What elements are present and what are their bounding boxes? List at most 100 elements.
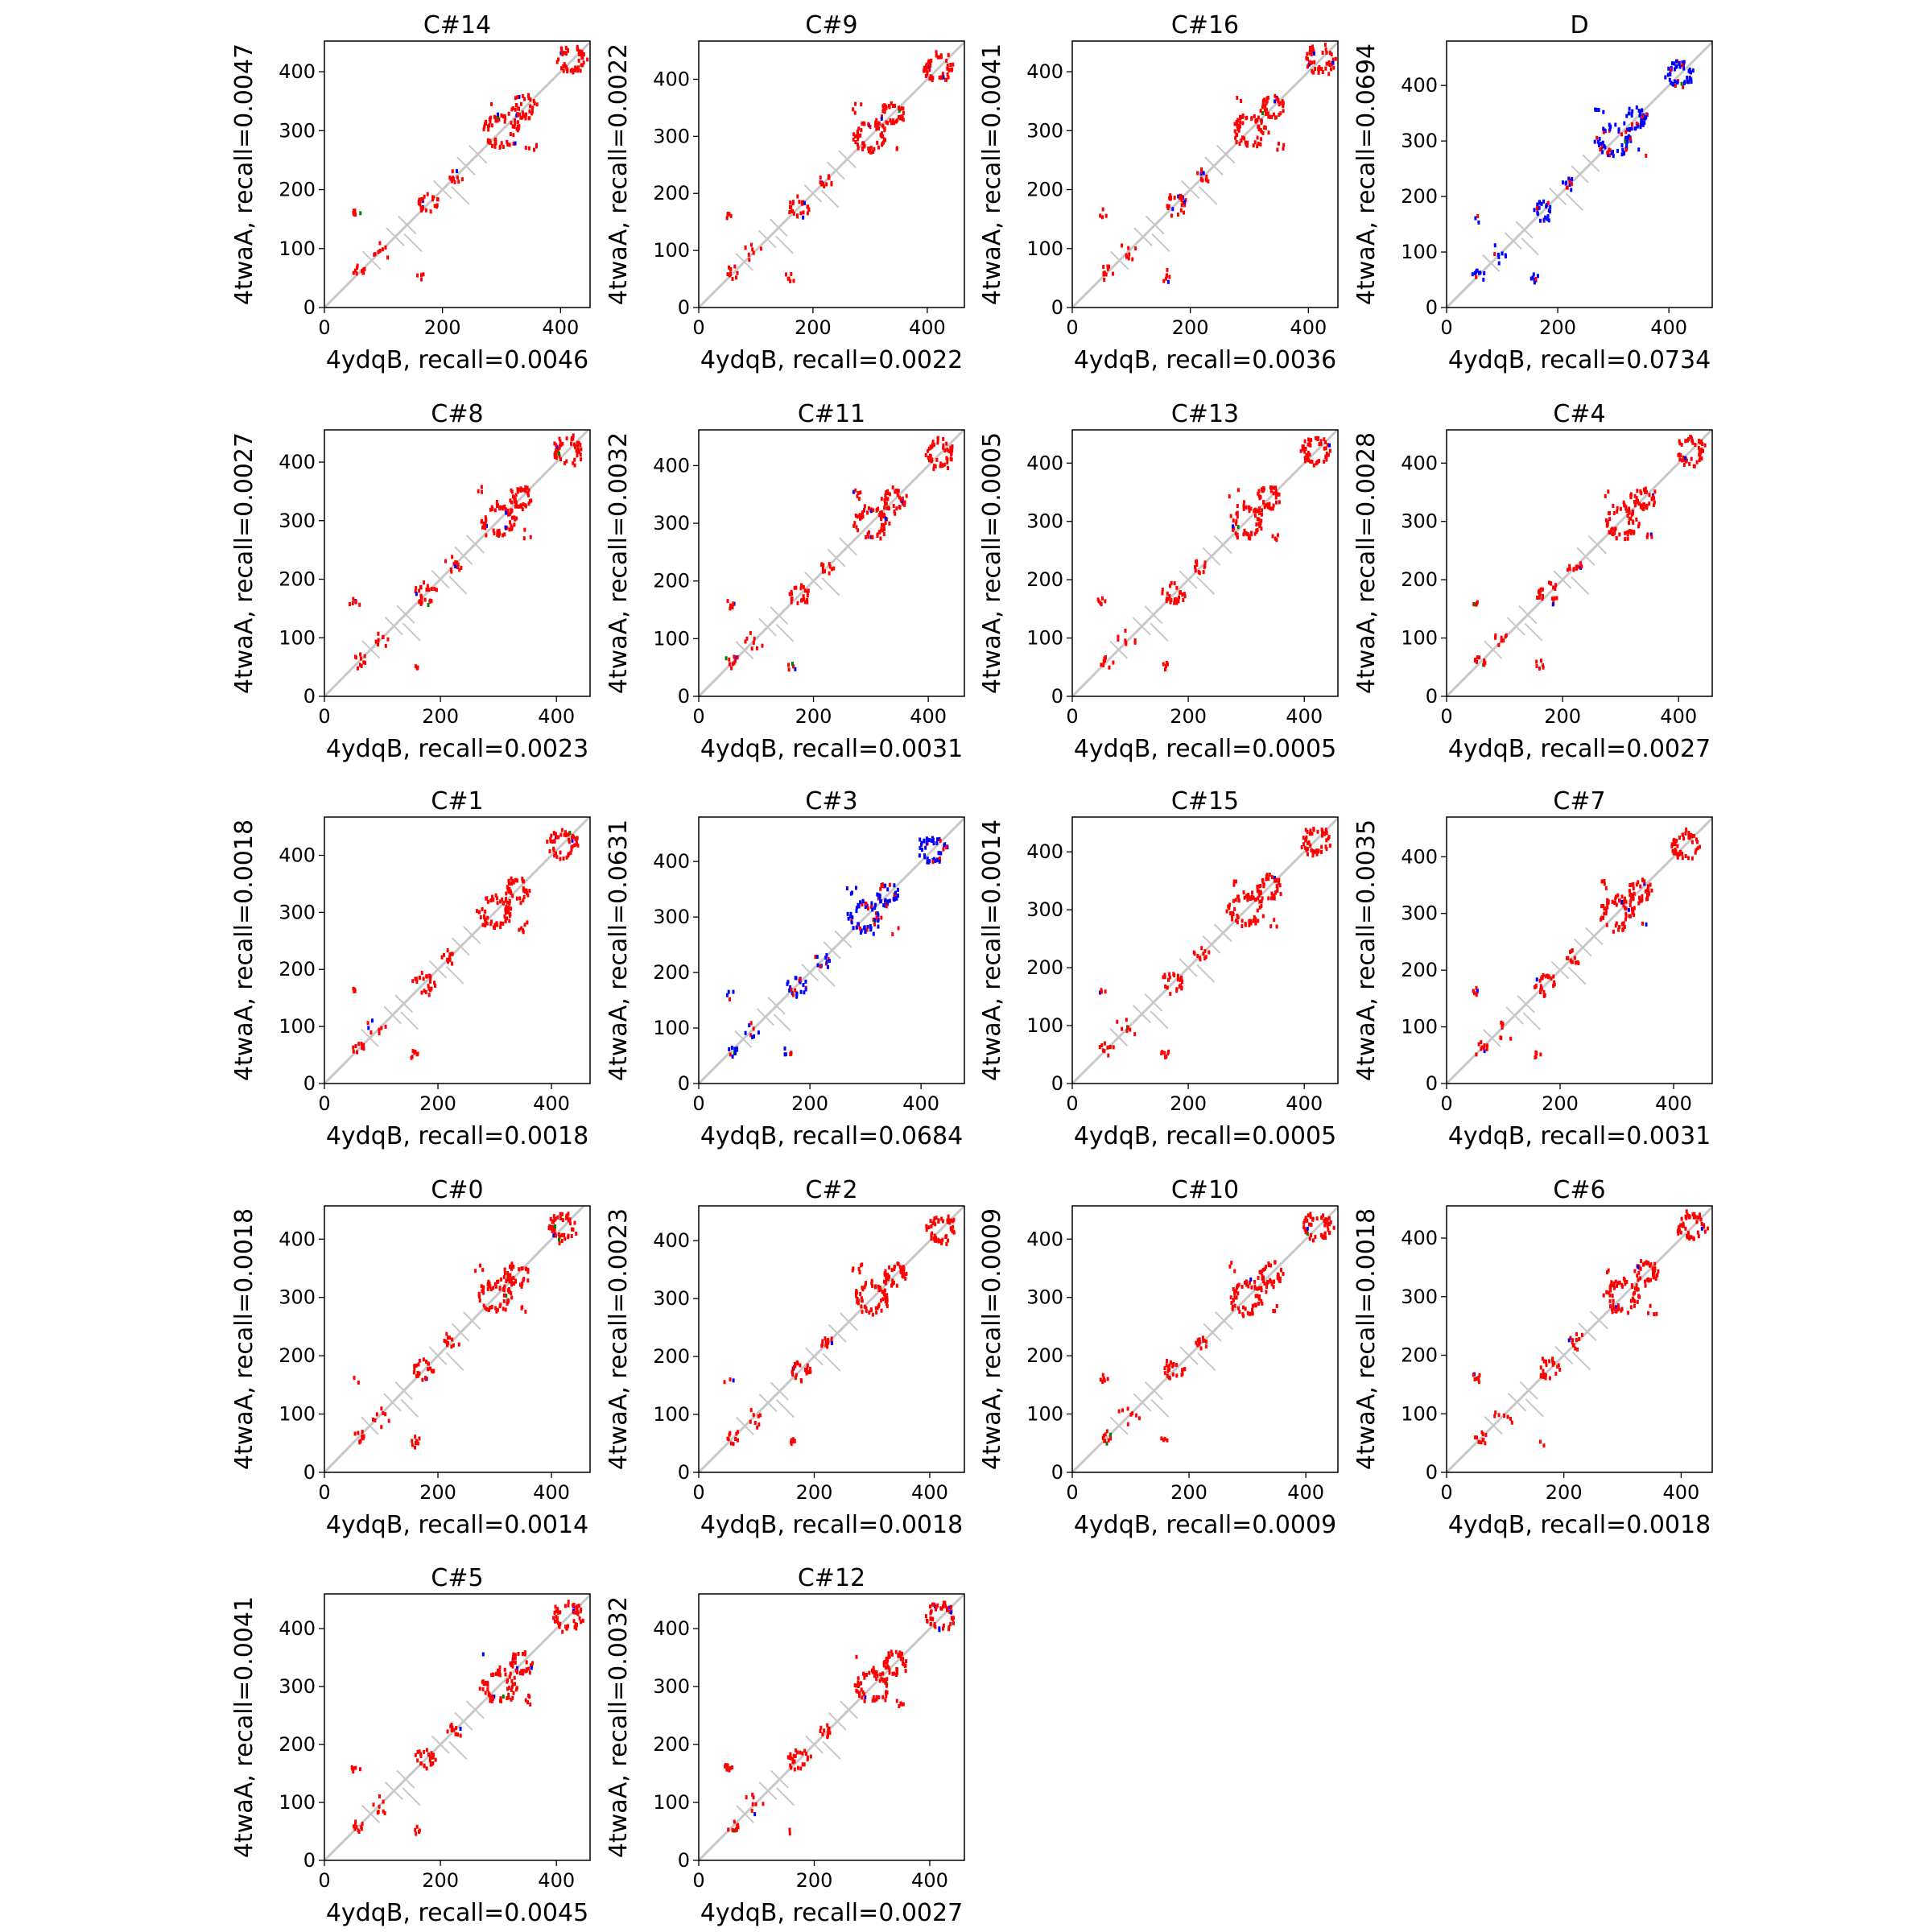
contact-point [1175, 987, 1179, 992]
contact-point [935, 50, 938, 55]
contact-point [361, 1046, 364, 1051]
contact-point [856, 1299, 859, 1304]
contact-point [900, 105, 903, 110]
contact-point [877, 126, 881, 131]
contact-point [1245, 115, 1249, 120]
contact-point [414, 589, 417, 594]
contact-point [418, 197, 421, 202]
contact-point [1692, 833, 1695, 838]
contact-point [419, 277, 423, 282]
contact-point [749, 1408, 753, 1413]
contact-point [1614, 122, 1617, 127]
contact-point [514, 1656, 517, 1661]
contact-point [506, 885, 509, 890]
contact-point [560, 1238, 564, 1243]
contact-point [1304, 836, 1307, 841]
contact-point [521, 487, 524, 492]
contact-point [503, 532, 506, 537]
y-tick-label: 200 [279, 179, 316, 201]
contact-point [514, 1660, 517, 1665]
contact-point [553, 1619, 556, 1624]
contact-point [1632, 886, 1635, 891]
contact-point [527, 96, 530, 101]
contact-point [729, 1052, 732, 1057]
contact-point [351, 601, 354, 605]
contact-point [869, 926, 873, 931]
contact-point [873, 1671, 877, 1676]
reference-contact-mark [735, 1804, 754, 1823]
contact-point [507, 1695, 510, 1700]
contact-point [516, 487, 519, 492]
contact-point [523, 114, 526, 118]
contact-point [936, 1603, 939, 1608]
contact-point [1121, 1408, 1125, 1413]
contact-point [479, 915, 482, 920]
contact-point [559, 832, 563, 837]
contact-point [1273, 485, 1276, 490]
contact-point [1195, 1340, 1198, 1345]
contact-point [1668, 77, 1671, 82]
reference-contact-mark [463, 926, 481, 945]
contact-point [935, 1605, 938, 1610]
contact-point [1229, 514, 1232, 518]
contact-point [1257, 896, 1260, 901]
contact-point [411, 1439, 414, 1443]
contact-point [574, 65, 577, 70]
contact-point [858, 1690, 861, 1695]
contact-point [799, 980, 802, 985]
contact-point [857, 922, 861, 927]
contact-point [1572, 568, 1575, 572]
contact-point [947, 68, 951, 72]
contact-point [521, 1651, 524, 1656]
contact-point [1475, 993, 1478, 997]
contact-point [1691, 68, 1695, 73]
contact-point [903, 502, 906, 507]
contact-point [359, 211, 362, 216]
reference-contact-mark [456, 156, 476, 175]
contact-point [869, 146, 873, 151]
contact-point [898, 1265, 902, 1269]
contact-point [886, 1658, 890, 1663]
contact-point [478, 910, 481, 914]
contact-point [480, 485, 483, 489]
y-tick-label: 100 [1026, 1403, 1063, 1426]
contact-point [936, 55, 939, 60]
contact-point [1260, 121, 1263, 126]
contact-point [924, 452, 927, 457]
contact-point [1624, 911, 1628, 916]
contact-point [1612, 1298, 1615, 1303]
contact-point [877, 924, 880, 929]
contact-point [518, 1282, 522, 1287]
contact-point [861, 121, 864, 126]
contact-point [430, 1368, 433, 1373]
contact-point [1538, 591, 1542, 596]
contact-point [384, 245, 387, 250]
contact-point [1248, 1311, 1251, 1316]
x-tick-label: 200 [796, 1869, 833, 1892]
contact-point [872, 1695, 875, 1699]
contact-point [895, 146, 898, 151]
contact-point [827, 956, 830, 961]
contact-point [929, 445, 932, 450]
contact-point [386, 255, 390, 260]
contact-point [1690, 456, 1693, 461]
reference-contact-mark [1179, 1346, 1199, 1365]
contact-point [1177, 599, 1180, 604]
contact-point [870, 1281, 873, 1286]
contact-point [426, 192, 429, 196]
contact-point [417, 1830, 420, 1835]
contact-point [1553, 982, 1556, 987]
contact-point [574, 836, 577, 841]
contact-point [493, 144, 497, 149]
contact-point [527, 1693, 530, 1698]
y-tick-label: 0 [1051, 296, 1063, 319]
contact-point [1542, 1373, 1545, 1377]
contact-point [362, 1042, 365, 1047]
contact-point [416, 665, 419, 670]
contact-point [884, 516, 887, 521]
contact-point [1699, 844, 1702, 849]
contact-point [515, 126, 518, 131]
contact-point [419, 584, 422, 589]
contact-point [1649, 1303, 1652, 1308]
contact-point [1162, 1438, 1165, 1443]
